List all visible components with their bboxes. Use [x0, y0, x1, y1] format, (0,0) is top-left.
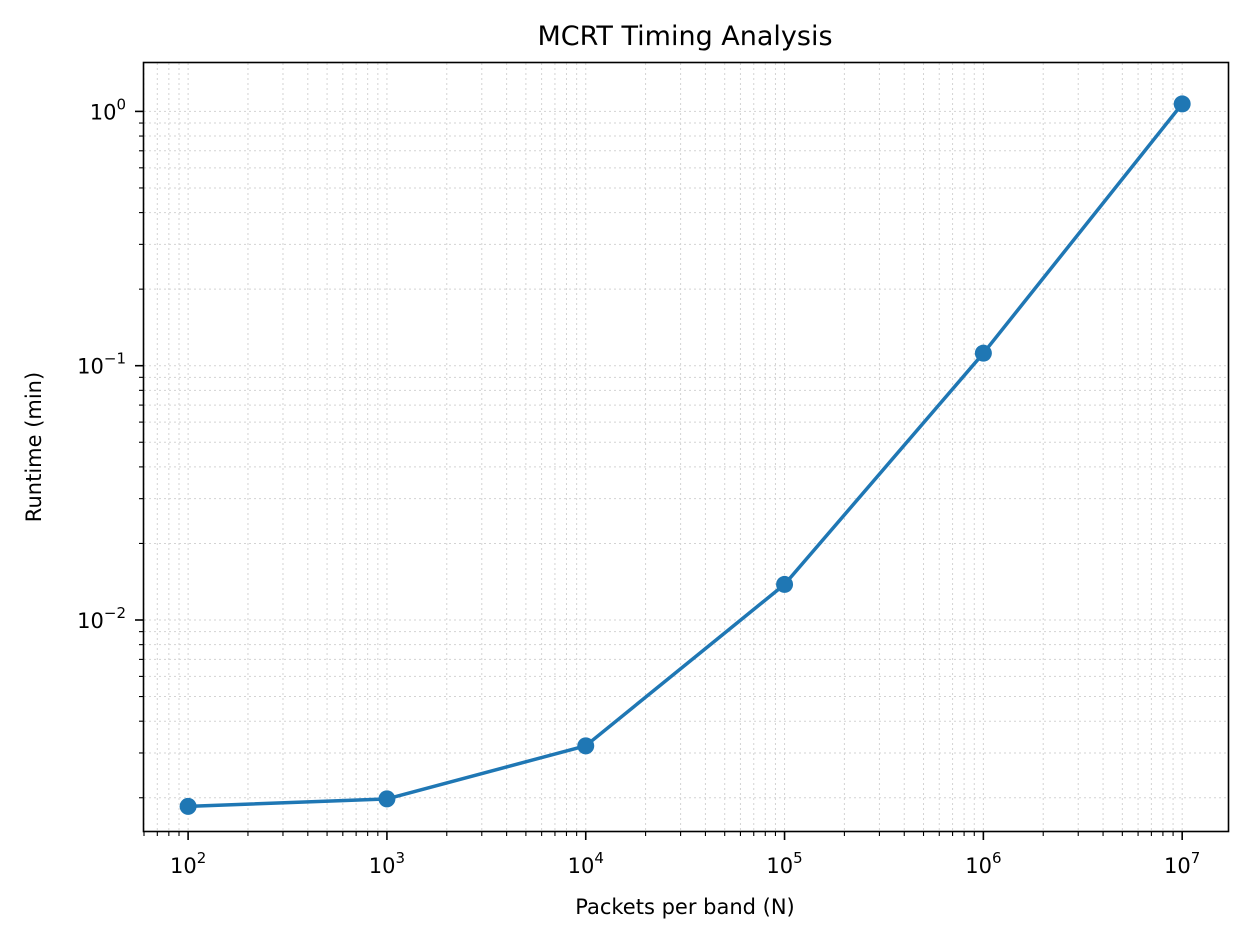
x-tick-label: 102: [170, 849, 206, 878]
x-tick-label: 107: [1164, 849, 1200, 878]
y-axis-label: Runtime (min): [22, 372, 46, 522]
y-tick-label: 10−2: [77, 604, 126, 633]
axis-ticks: [135, 110, 1183, 840]
x-tick-label: 105: [766, 849, 802, 878]
chart-title: MCRT Timing Analysis: [537, 21, 832, 52]
data-point: [974, 344, 992, 362]
series-line: [188, 102, 1184, 809]
x-axis-label: Packets per band (N): [575, 895, 795, 919]
grid: [143, 63, 1228, 831]
plot-frame: [142, 61, 1230, 833]
x-tick-labels: 102 103 104 105 106 107: [170, 849, 1200, 878]
y-tick-labels: 10−2 10−1 100: [77, 95, 126, 633]
plot-series: [179, 95, 1191, 815]
y-tick-label: 100: [90, 95, 126, 124]
data-point: [1173, 95, 1191, 113]
y-tick-label: 10−1: [77, 350, 126, 379]
x-tick-label: 106: [965, 849, 1001, 878]
data-point: [577, 737, 595, 755]
data-point: [179, 797, 197, 815]
data-point: [378, 790, 396, 808]
x-tick-label: 104: [568, 849, 604, 878]
data-point: [776, 575, 794, 593]
x-tick-label: 103: [369, 849, 405, 878]
